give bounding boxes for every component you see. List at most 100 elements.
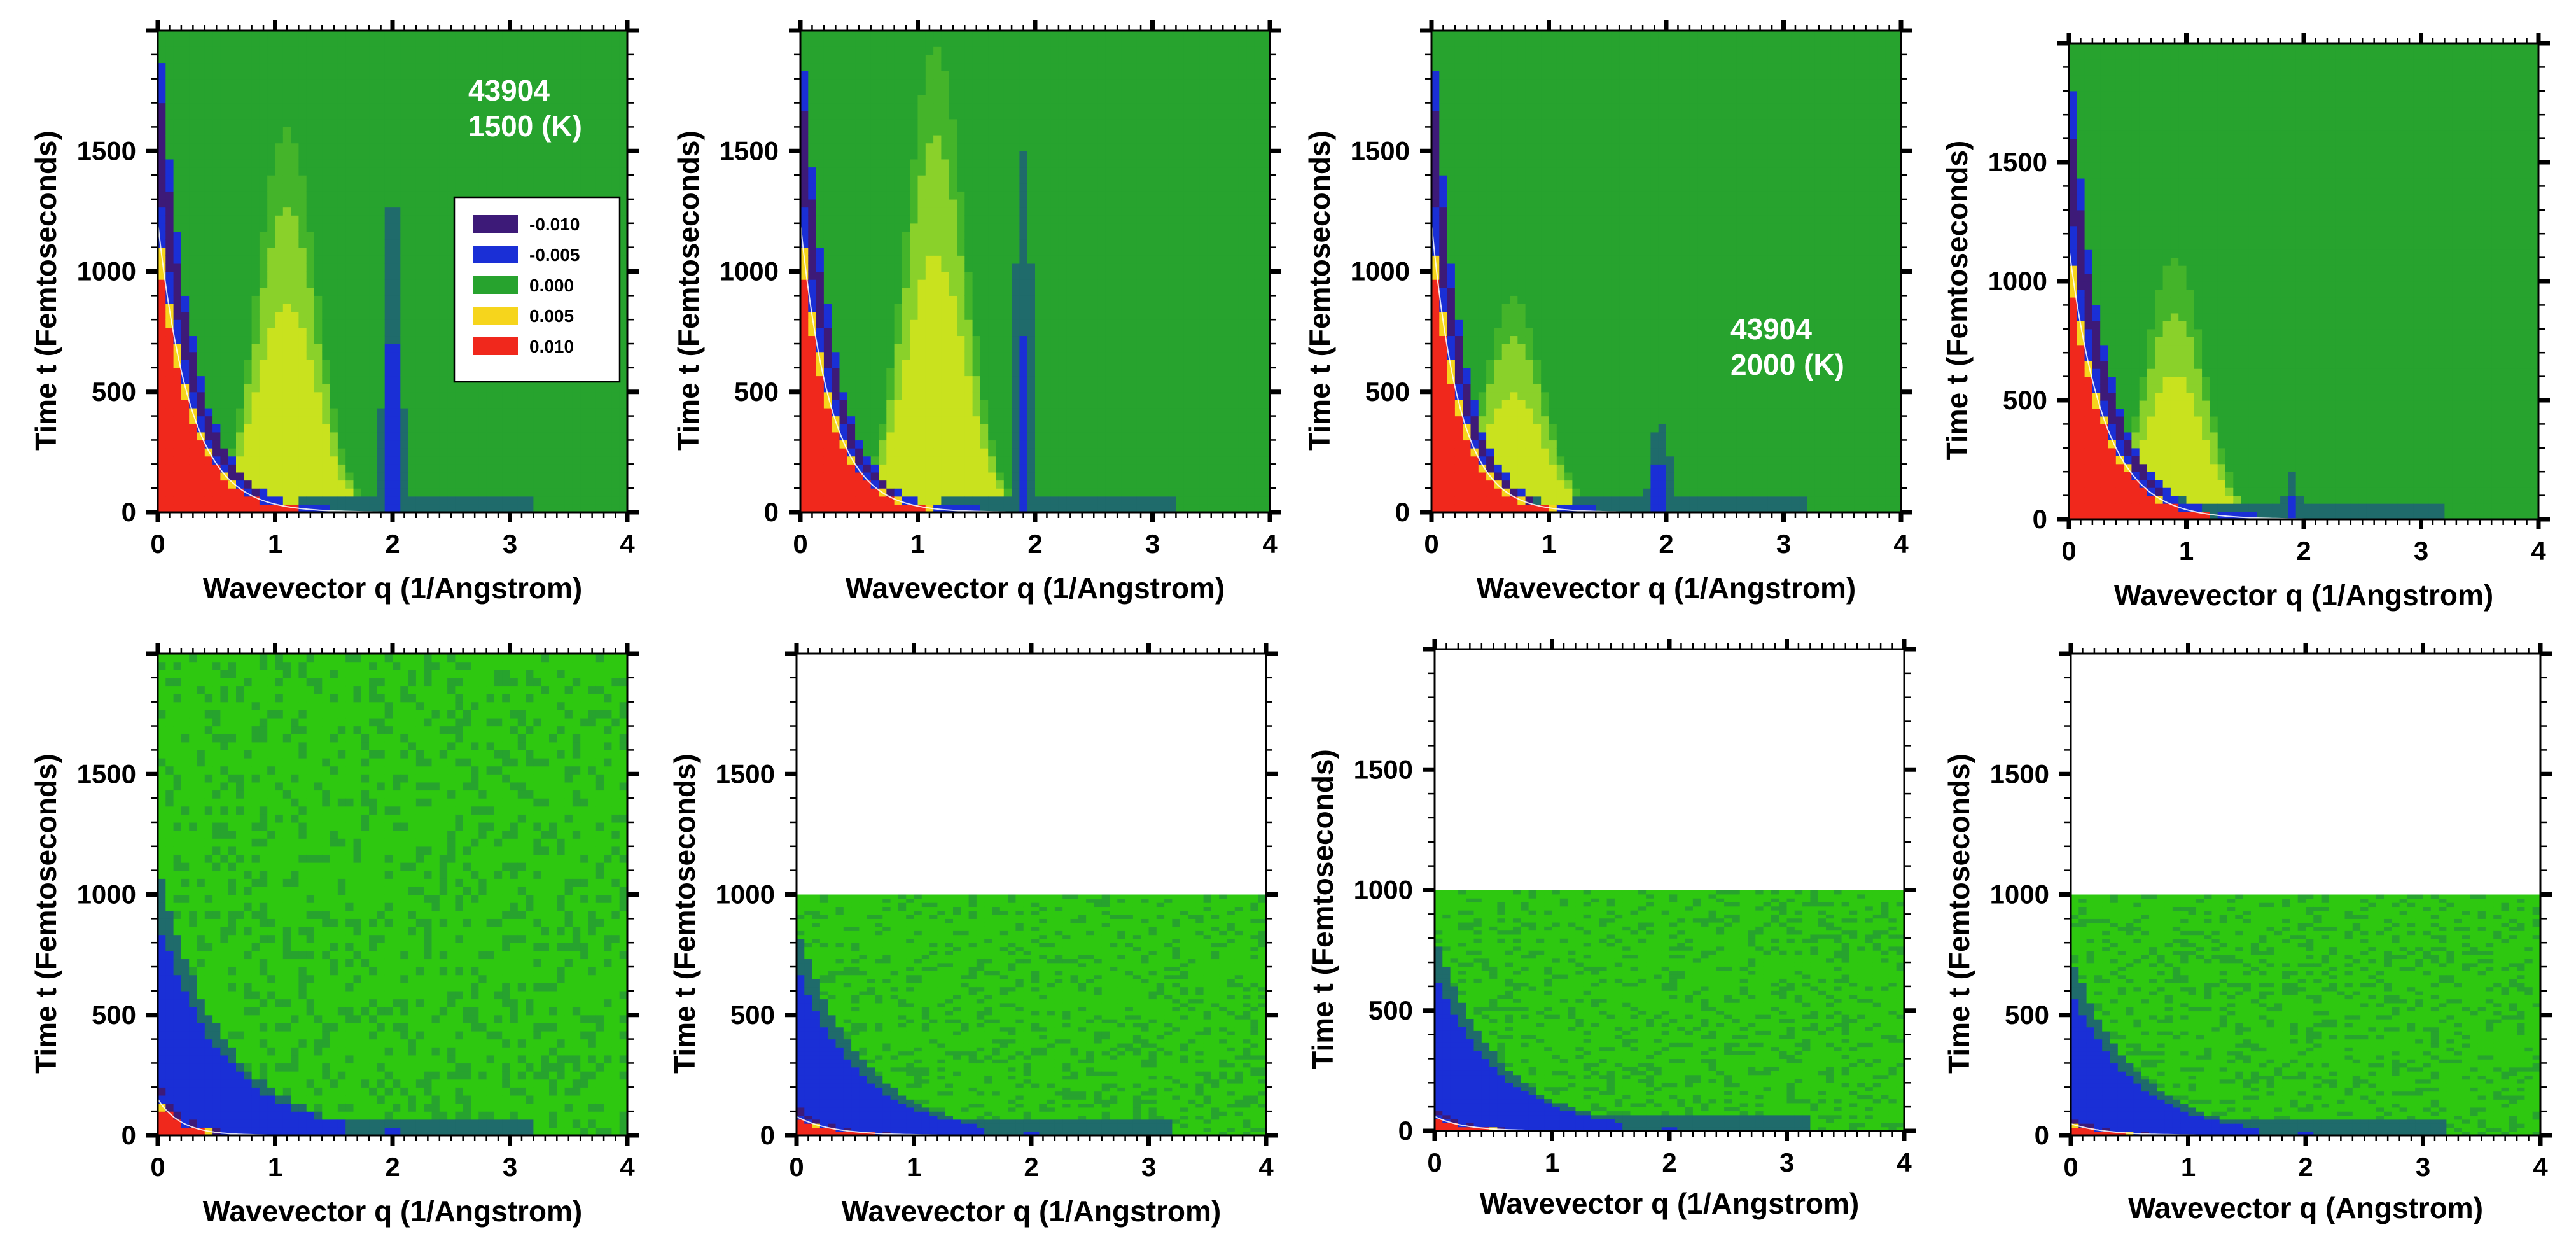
heatmap-cell: [220, 223, 229, 232]
heatmap-cell: [173, 118, 182, 127]
heatmap-cell: [557, 183, 566, 192]
heatmap-cell: [353, 231, 362, 240]
heatmap-cell: [236, 38, 244, 47]
heatmap-cell: [408, 472, 417, 481]
heatmap-cell: [322, 440, 331, 449]
heatmap-cell: [517, 488, 526, 497]
heatmap-cell: [189, 488, 198, 497]
heatmap-cell: [400, 111, 409, 120]
heatmap-cell: [910, 384, 919, 393]
heatmap-cell: [863, 31, 872, 39]
heatmap-cell: [408, 319, 417, 328]
heatmap-cell: [361, 78, 370, 87]
heatmap-cell: [220, 456, 229, 465]
heatmap-cell: [879, 416, 887, 424]
heatmap-cell: [314, 335, 323, 344]
heatmap-cell: [408, 303, 417, 312]
heatmap-cell: [957, 255, 965, 264]
heatmap-cell: [337, 480, 346, 489]
heatmap-cell: [236, 407, 244, 417]
heatmap-cell: [431, 416, 440, 424]
heatmap-cell: [424, 351, 433, 360]
heatmap-cell: [478, 118, 487, 127]
heatmap-cell: [832, 384, 840, 393]
heatmap-cell: [330, 263, 338, 272]
heatmap-cell: [377, 143, 386, 151]
heatmap-cell: [424, 400, 433, 409]
heatmap-cell: [863, 440, 872, 449]
heatmap-cell: [384, 448, 393, 457]
heatmap-cell: [847, 127, 856, 136]
heatmap-cell: [541, 54, 550, 64]
heatmap-cell: [228, 391, 237, 400]
heatmap-cell: [275, 118, 284, 127]
heatmap-cell: [306, 367, 315, 377]
heatmap-cell: [886, 46, 895, 55]
heatmap-cell: [832, 102, 840, 111]
heatmap-cell: [917, 143, 926, 151]
heatmap-cell: [165, 175, 174, 184]
heatmap-cell: [282, 327, 291, 337]
heatmap-cell: [220, 295, 229, 304]
heatmap-cell: [361, 456, 370, 465]
heatmap-cell: [957, 448, 965, 457]
heatmap-cell: [267, 199, 276, 208]
heatmap-cell: [314, 407, 323, 417]
heatmap-cell: [549, 464, 557, 473]
heatmap-cell: [431, 54, 440, 64]
heatmap-cell: [549, 175, 557, 184]
heatmap-cell: [870, 464, 879, 473]
heatmap-cell: [463, 407, 471, 417]
heatmap-cell: [244, 263, 253, 272]
heatmap-cell: [447, 464, 456, 473]
heatmap-cell: [502, 31, 511, 39]
heatmap-cell: [361, 360, 370, 368]
heatmap-cell: [902, 127, 910, 136]
heatmap-cell: [158, 62, 166, 71]
heatmap-cell: [832, 319, 840, 328]
heatmap-cell: [870, 158, 879, 168]
heatmap-cell: [158, 279, 166, 288]
heatmap-cell: [173, 247, 182, 256]
heatmap-cell: [925, 135, 934, 144]
heatmap-cell: [823, 448, 832, 457]
heatmap-cell: [267, 143, 276, 151]
heatmap-cell: [251, 456, 260, 465]
heatmap-cell: [855, 496, 863, 505]
heatmap-cell: [533, 464, 542, 473]
heatmap-cell: [557, 151, 566, 160]
heatmap-cell: [377, 263, 386, 272]
heatmap-cell: [345, 239, 354, 248]
heatmap-cell: [158, 87, 166, 95]
heatmap-cell: [816, 127, 825, 136]
heatmap-cell: [181, 480, 190, 489]
heatmap-cell: [424, 231, 433, 240]
heatmap-cell: [244, 158, 253, 168]
heatmap-cell: [181, 496, 190, 505]
heatmap-cell: [431, 496, 440, 505]
heatmap-cell: [894, 384, 903, 393]
heatmap-cell: [879, 360, 887, 368]
heatmap-cell: [393, 143, 401, 151]
heatmap-cell: [879, 223, 887, 232]
heatmap-cell: [447, 488, 456, 497]
heatmap-cell: [823, 279, 832, 288]
heatmap-cell: [306, 54, 315, 64]
heatmap-cell: [204, 263, 213, 272]
heatmap-cell: [863, 391, 872, 400]
heatmap-cell: [204, 118, 213, 127]
heatmap-cell: [330, 223, 338, 232]
heatmap-cell: [478, 448, 487, 457]
heatmap-cell: [431, 151, 440, 160]
heatmap-cell: [212, 111, 221, 120]
heatmap-cell: [847, 54, 856, 64]
heatmap-cell: [197, 71, 205, 80]
heatmap-cell: [298, 279, 307, 288]
heatmap-cell: [314, 488, 323, 497]
heatmap-cell: [580, 46, 589, 55]
heatmap-cell: [197, 271, 205, 280]
heatmap-cell: [393, 384, 401, 393]
heatmap-cell: [408, 223, 417, 232]
heatmap-cell: [322, 384, 331, 393]
heatmap-cell: [369, 472, 377, 481]
